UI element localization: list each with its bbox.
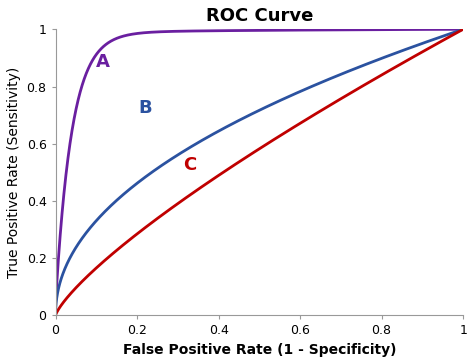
Y-axis label: True Positive Rate (Sensitivity): True Positive Rate (Sensitivity): [7, 67, 21, 278]
Title: ROC Curve: ROC Curve: [206, 7, 313, 25]
Text: B: B: [138, 99, 152, 117]
Text: A: A: [95, 53, 109, 71]
Text: C: C: [183, 156, 197, 174]
X-axis label: False Positive Rate (1 - Specificity): False Positive Rate (1 - Specificity): [123, 343, 396, 357]
